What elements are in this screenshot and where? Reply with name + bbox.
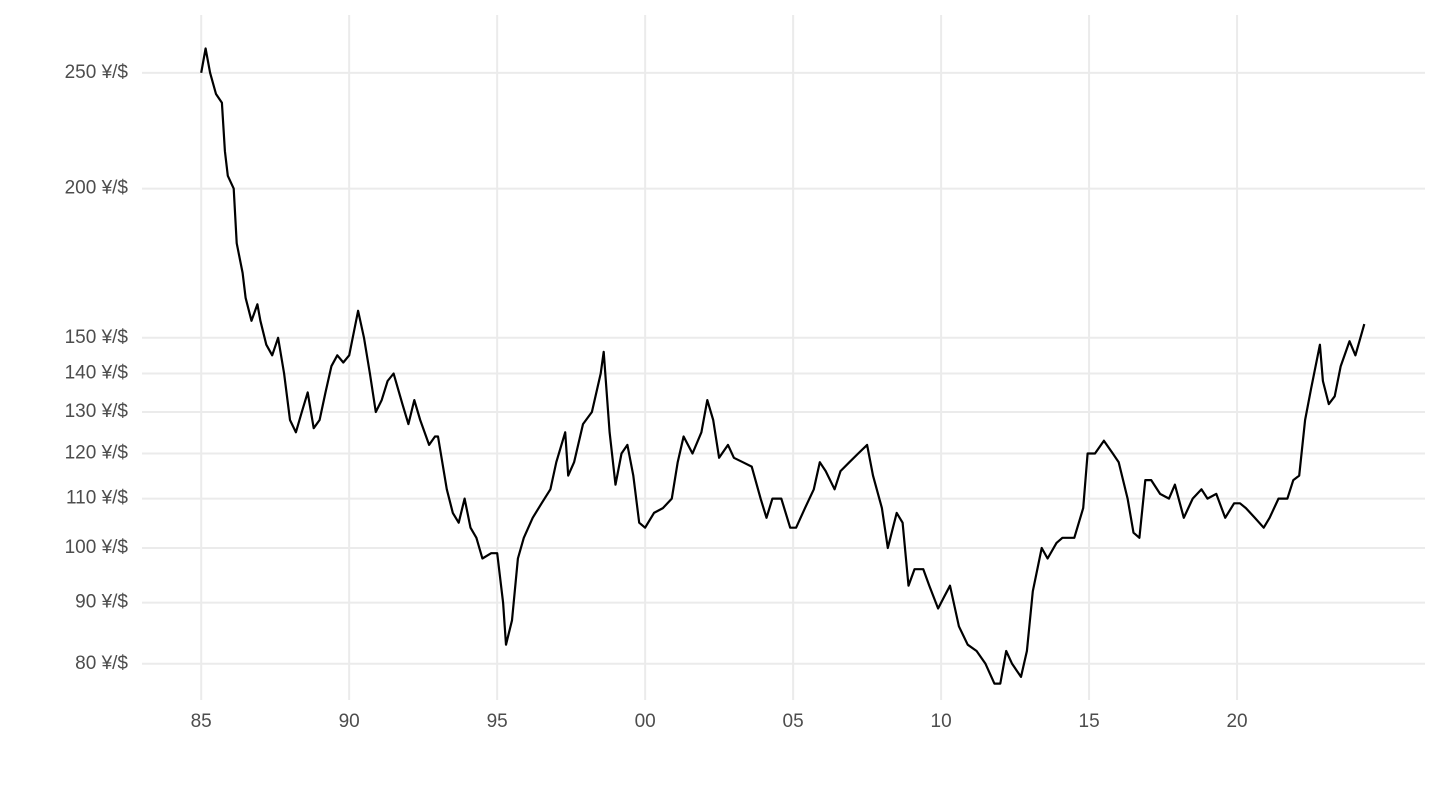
- y-tick-label: 150 ¥/$: [65, 327, 129, 348]
- x-tick-label: 10: [931, 711, 952, 732]
- x-tick-label: 05: [783, 711, 804, 732]
- y-tick-label: 120 ¥/$: [65, 442, 129, 463]
- y-tick-label: 140 ¥/$: [65, 363, 129, 384]
- x-tick-label: 85: [191, 711, 212, 732]
- y-tick-label: 130 ¥/$: [65, 401, 129, 422]
- y-tick-label: 80 ¥/$: [75, 653, 128, 674]
- x-tick-label: 95: [487, 711, 508, 732]
- y-tick-label: 250 ¥/$: [65, 62, 129, 83]
- y-tick-label: 110 ¥/$: [66, 488, 128, 509]
- y-tick-label: 90 ¥/$: [75, 592, 128, 613]
- price-line: [200, 47, 1366, 685]
- y-tick-label: 100 ¥/$: [65, 537, 129, 558]
- x-tick-label: 90: [339, 711, 360, 732]
- y-tick-label: 200 ¥/$: [65, 178, 129, 199]
- x-tick-label: 15: [1079, 711, 1100, 732]
- x-tick-label: 00: [635, 711, 656, 732]
- x-tick-label: 20: [1226, 711, 1247, 732]
